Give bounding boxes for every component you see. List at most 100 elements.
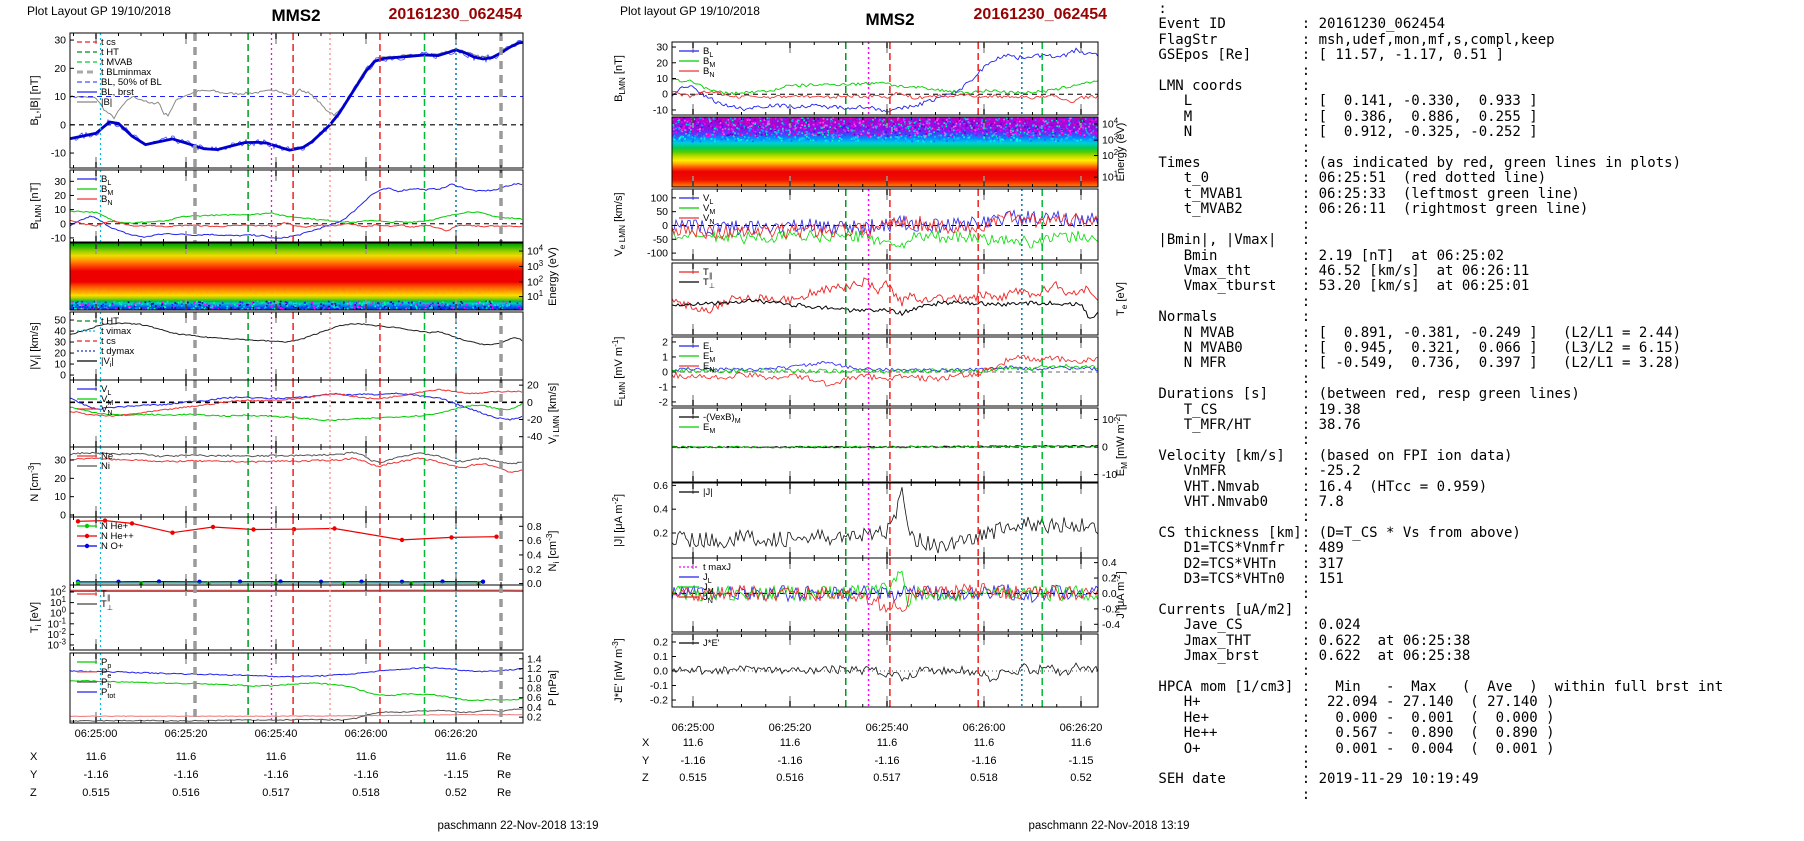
svg-text:0.4: 0.4 xyxy=(527,549,542,561)
svg-text:0.6: 0.6 xyxy=(653,480,668,492)
svg-text:30: 30 xyxy=(54,455,66,467)
svg-text:t cs: t cs xyxy=(101,37,116,48)
svg-text:104: 104 xyxy=(1102,117,1119,131)
svg-text:10: 10 xyxy=(54,204,66,216)
svg-text:10: 10 xyxy=(54,91,66,103)
svg-text:11.6: 11.6 xyxy=(176,751,197,763)
svg-text:ELMN [mV m-1]: ELMN [mV m-1] xyxy=(611,336,627,406)
svg-text:103: 103 xyxy=(1102,133,1119,147)
svg-text:Pe: Pe xyxy=(101,667,111,680)
event-info-text: : Event ID : 20161230_062454 FlagStr : m… xyxy=(1158,1,1724,803)
svg-text:t HT: t HT xyxy=(101,316,119,327)
svg-text:t cs: t cs xyxy=(101,336,116,347)
svg-text:X: X xyxy=(642,737,650,749)
svg-text:|Vi|: |Vi| xyxy=(101,356,114,369)
middle-plot-layout-header: Plot layout GP 19/10/2018 xyxy=(620,4,760,18)
svg-text:11.6: 11.6 xyxy=(266,751,287,763)
svg-text:Energy (eV): Energy (eV) xyxy=(1115,123,1127,182)
svg-text:101: 101 xyxy=(1102,170,1118,184)
svg-text:11.6: 11.6 xyxy=(877,737,898,749)
svg-text:30: 30 xyxy=(54,35,66,47)
svg-text:102: 102 xyxy=(527,274,543,288)
svg-text:Energy (eV): Energy (eV) xyxy=(547,247,559,306)
svg-text:EM: EM xyxy=(703,351,715,364)
svg-text:0.8: 0.8 xyxy=(527,521,542,533)
svg-text:40: 40 xyxy=(54,326,66,338)
svg-text:t MVAB: t MVAB xyxy=(101,57,133,68)
svg-text:0.0: 0.0 xyxy=(527,578,542,590)
svg-text:30: 30 xyxy=(54,337,66,349)
svg-text:VL: VL xyxy=(703,193,713,206)
svg-text:11.6: 11.6 xyxy=(86,751,107,763)
svg-text:103: 103 xyxy=(527,259,544,273)
svg-text:06:26:00: 06:26:00 xyxy=(345,728,388,740)
svg-text:JM: JM xyxy=(703,582,714,595)
svg-text:N He++: N He++ xyxy=(101,531,134,542)
svg-text:-50: -50 xyxy=(653,234,668,246)
svg-text:Z: Z xyxy=(642,772,649,784)
svg-text:VN: VN xyxy=(703,213,714,226)
svg-text:0.515: 0.515 xyxy=(679,772,707,784)
left-spacecraft-title: MMS2 xyxy=(271,6,321,25)
svg-text:-10: -10 xyxy=(1102,469,1117,481)
svg-text:N He+: N He+ xyxy=(101,521,129,532)
svg-text:BLMN [nT]: BLMN [nT] xyxy=(29,183,43,230)
svg-text:06:26:20: 06:26:20 xyxy=(1060,722,1103,734)
svg-text:0.0: 0.0 xyxy=(1102,588,1117,600)
svg-text:06:25:20: 06:25:20 xyxy=(769,722,812,734)
middle-panel-8 xyxy=(672,558,1098,632)
svg-text:EL: EL xyxy=(703,341,713,354)
left-panel-5 xyxy=(70,380,523,447)
svg-text:20: 20 xyxy=(527,380,539,392)
svg-text:06:25:40: 06:25:40 xyxy=(866,722,909,734)
left-plot-layout-header: Plot Layout GP 19/10/2018 xyxy=(27,4,171,18)
svg-text:-100: -100 xyxy=(647,248,668,260)
svg-text:Y: Y xyxy=(30,769,38,781)
svg-text:Z: Z xyxy=(30,787,37,799)
svg-text:10: 10 xyxy=(54,359,66,371)
svg-text:VM: VM xyxy=(101,394,113,407)
left-panel-7 xyxy=(75,517,503,585)
svg-text:0.0: 0.0 xyxy=(653,666,668,678)
svg-text:Ni: Ni xyxy=(101,461,110,472)
svg-text:t dymax: t dymax xyxy=(101,346,135,357)
svg-text:-(VexB)M: -(VexB)M xyxy=(703,412,741,425)
svg-text:Ti [eV]: Ti [eV] xyxy=(29,602,43,633)
svg-text:100: 100 xyxy=(650,192,668,204)
svg-text:J [μA m-2]: J [μA m-2] xyxy=(1113,571,1127,618)
svg-text:50: 50 xyxy=(54,315,66,327)
svg-text:Ptot: Ptot xyxy=(101,687,115,700)
svg-text:P [nPa]: P [nPa] xyxy=(547,670,559,706)
svg-text:EM [mW m-2]: EM [mW m-2] xyxy=(1113,414,1129,477)
svg-text:0.515: 0.515 xyxy=(82,787,110,799)
svg-text:1.2: 1.2 xyxy=(527,663,542,675)
svg-text:J*E': J*E' xyxy=(703,638,720,649)
svg-text:JN: JN xyxy=(703,592,713,605)
svg-text:|J| [μA m-2]: |J| [μA m-2] xyxy=(611,494,625,547)
svg-text:10-2: 10-2 xyxy=(47,627,66,641)
svg-text:0: 0 xyxy=(60,119,66,131)
svg-text:10-1: 10-1 xyxy=(47,616,66,630)
svg-text:-1.15: -1.15 xyxy=(443,769,468,781)
svg-text:N [cm-3]: N [cm-3] xyxy=(27,462,41,501)
svg-text:BM: BM xyxy=(703,56,715,69)
svg-text:T⊥: T⊥ xyxy=(101,599,113,612)
svg-text:1: 1 xyxy=(662,351,668,363)
middle-panel-9 xyxy=(672,634,1098,707)
svg-text:-1.16: -1.16 xyxy=(353,769,378,781)
svg-text:10: 10 xyxy=(1102,414,1114,426)
left-footer-credit: paschmann 22-Nov-2018 13:19 xyxy=(437,820,599,832)
svg-text:t BLminmax: t BLminmax xyxy=(101,67,151,78)
svg-text:0: 0 xyxy=(662,366,668,378)
svg-text:Re: Re xyxy=(497,787,511,799)
left-event-id: 20161230_062454 xyxy=(388,6,522,23)
svg-text:30: 30 xyxy=(54,176,66,188)
svg-text:104: 104 xyxy=(527,244,544,258)
svg-text:0.2: 0.2 xyxy=(653,636,668,648)
svg-text:-1.16: -1.16 xyxy=(777,755,802,767)
svg-text:BN: BN xyxy=(101,194,112,207)
svg-text:102: 102 xyxy=(50,584,66,598)
svg-text:-1.16: -1.16 xyxy=(173,769,198,781)
svg-text:0.517: 0.517 xyxy=(873,772,901,784)
svg-text:VN: VN xyxy=(101,404,112,417)
